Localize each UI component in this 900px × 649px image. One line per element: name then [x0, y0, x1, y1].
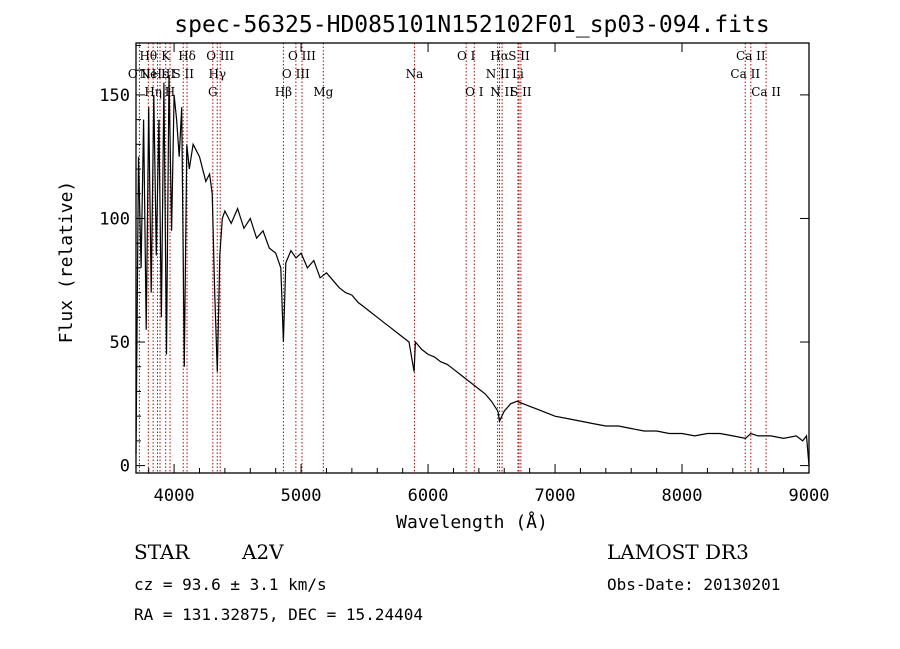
line-label-16: Na	[406, 67, 424, 81]
line-label-0: O II	[128, 67, 151, 81]
line-label-14: O III	[288, 49, 316, 63]
line-label-26: Ca II	[736, 49, 766, 63]
x-tick-label-5000: 5000	[281, 486, 322, 506]
line-label-7: S II	[172, 67, 194, 81]
line-label-15: Mg	[313, 85, 333, 99]
line-label-3: Hη	[144, 85, 162, 99]
redshift-velocity: cz = 93.6 ± 3.1 km/s	[134, 575, 327, 594]
x-tick-label-9000: 9000	[789, 486, 830, 506]
line-label-9: G	[208, 85, 218, 99]
y-axis-label: Flux (relative)	[56, 181, 77, 344]
x-tick-label-4000: 4000	[154, 486, 195, 506]
observation-date: Obs-Date: 20130201	[607, 575, 780, 594]
y-tick-label-100: 100	[99, 209, 130, 229]
line-label-27: Ca II	[751, 85, 781, 99]
chart-title: spec-56325-HD085101N152102F01_sp03-094.f…	[174, 12, 769, 38]
line-label-2: Ne III	[140, 67, 176, 81]
line-label-13: O III	[282, 67, 310, 81]
spectral-line-markers	[138, 43, 767, 473]
line-label-11: O III	[206, 49, 234, 63]
line-label-8: Hδ	[178, 49, 196, 63]
line-label-19: N II	[486, 67, 510, 81]
object-class: STAR	[134, 540, 190, 564]
y-tick-label-0: 0	[120, 457, 130, 477]
line-label-6: H	[165, 85, 175, 99]
y-tick-label-150: 150	[99, 86, 130, 106]
subclass: A2V	[241, 540, 284, 564]
plot-frame	[135, 42, 810, 474]
y-axis-ticks: 0 50 100 150	[99, 44, 809, 477]
line-label-5: K	[161, 49, 171, 63]
x-axis-label: Wavelength (Å)	[396, 511, 548, 533]
x-axis-ticks: 4000 5000 6000 7000 8000 9000	[148, 43, 830, 506]
line-label-24: S II	[510, 85, 532, 99]
line-label-23: S II	[508, 49, 530, 63]
line-label-10: Hγ	[208, 67, 226, 81]
line-label-18: O I	[465, 85, 484, 99]
sky-coordinates: RA = 131.32875, DEC = 15.24404	[134, 605, 423, 624]
x-tick-label-7000: 7000	[535, 486, 576, 506]
line-label-12: Hβ	[275, 85, 292, 99]
line-label-1: Hθ	[139, 49, 157, 63]
x-tick-label-6000: 6000	[408, 486, 449, 506]
line-label-21: N II	[490, 85, 514, 99]
line-label-25: Ca II	[730, 67, 760, 81]
spectrum-line	[135, 75, 810, 466]
x-tick-label-8000: 8000	[662, 486, 703, 506]
line-label-20: Hα	[490, 49, 509, 63]
line-label-17: O I	[457, 49, 476, 63]
line-label-4: Hε	[152, 67, 169, 81]
y-tick-label-50: 50	[110, 333, 130, 353]
line-label-22: Li	[512, 67, 524, 81]
spectral-line-labels: O II Hθ Ne III Hη Hε K H S II Hδ G Hγ O III Hβ O III O…	[128, 49, 781, 99]
survey-name: LAMOST DR3	[607, 540, 749, 564]
